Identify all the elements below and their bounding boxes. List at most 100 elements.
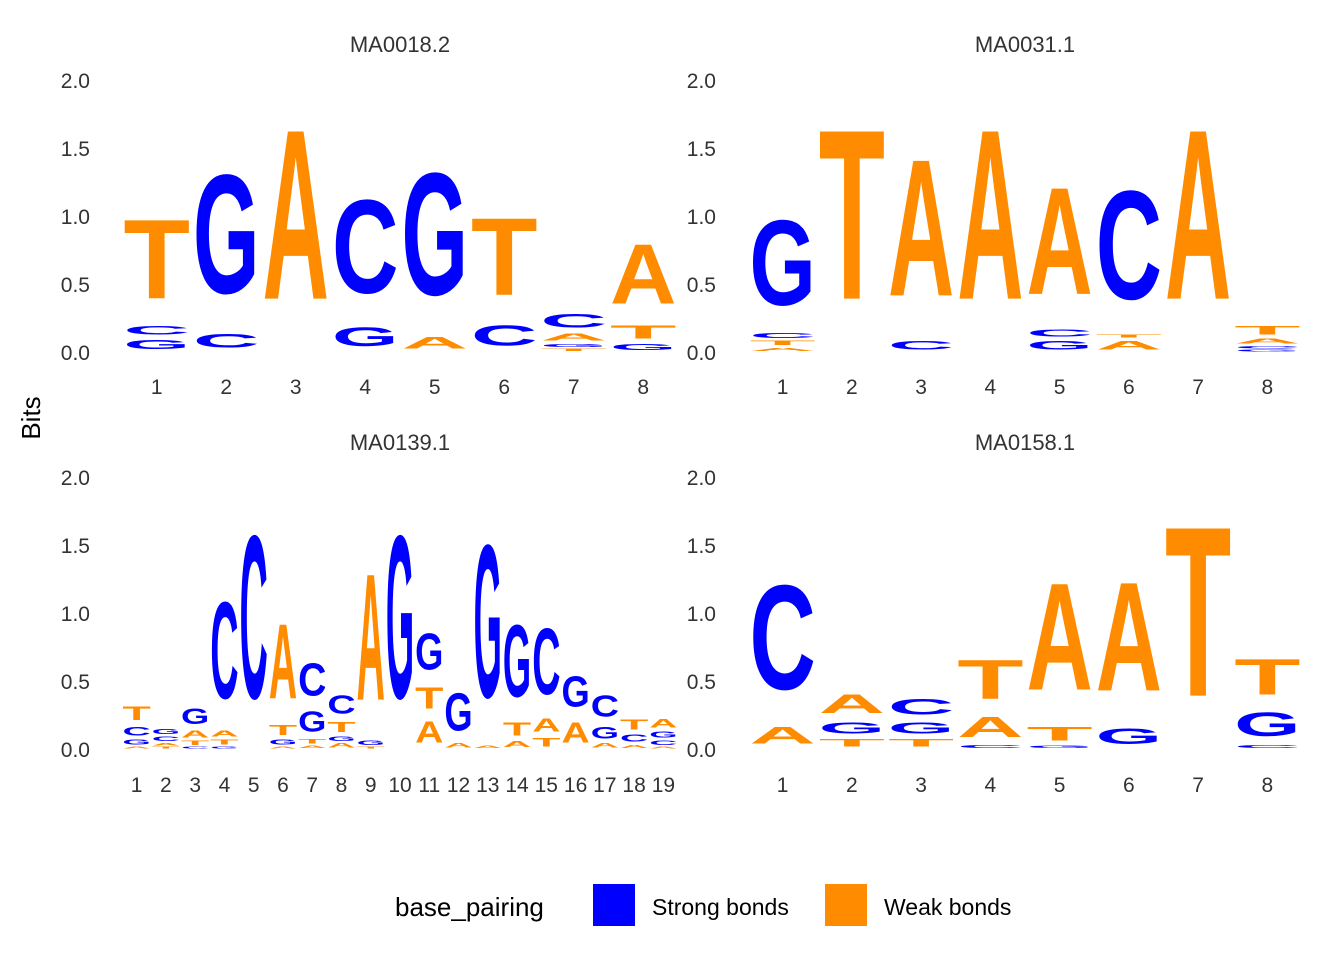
y-tick-label: 1.5 (61, 138, 90, 161)
x-tick-label: 2 (160, 774, 172, 797)
x-tick-label: 5 (248, 774, 260, 797)
logo-letter: A (210, 728, 238, 738)
logo-letter: A (1027, 551, 1093, 722)
logo-letter: C (1234, 744, 1300, 749)
logo-letter: A (181, 729, 209, 740)
logo-letter: G (503, 604, 531, 719)
x-tick-label: 4 (985, 376, 997, 399)
logo-letter: G (1026, 745, 1092, 749)
panel-title: MA0139.1 (350, 430, 450, 455)
logo-letter: T (123, 703, 152, 725)
x-tick-label: 4 (219, 774, 231, 797)
x-tick-label: 1 (151, 376, 163, 399)
y-tick-label: 0.0 (687, 739, 716, 762)
logo-letter: T (1234, 324, 1300, 338)
logo-letter: C (957, 744, 1023, 749)
legend-swatch (825, 884, 867, 926)
logo-letter: T (1096, 333, 1162, 338)
logo-panels: MA0018.20.00.51.01.52.01GCT2CG3A4GC5AG6C… (61, 32, 1301, 797)
x-tick-label: 8 (1262, 774, 1274, 797)
logo-letter: T (181, 739, 209, 746)
x-tick-label: 2 (846, 774, 858, 797)
y-tick-label: 0.5 (687, 671, 716, 694)
logo-letter: G (386, 488, 414, 748)
logo-letter: C (591, 690, 619, 724)
logo-letter: G (1096, 725, 1162, 749)
logo-letter: T (1027, 723, 1093, 745)
logo-letter: A (1096, 550, 1162, 724)
logo-letter: G (541, 342, 607, 347)
logo-letter: G (750, 196, 816, 331)
x-tick-label: 13 (476, 774, 499, 797)
legend-label: Weak bonds (884, 894, 1011, 920)
logo-letter: T (532, 736, 561, 750)
y-tick-label: 1.5 (61, 535, 90, 558)
logo-letter: C (332, 173, 398, 322)
logo-letter: A (532, 715, 560, 735)
logo-letter: C (1234, 345, 1300, 349)
logo-letter: T (888, 737, 954, 749)
logo-letter: A (649, 746, 677, 749)
logo-letter: G (591, 723, 619, 742)
logo-letter: T (269, 722, 297, 738)
logo-letter: G (193, 139, 259, 330)
x-tick-label: 3 (915, 774, 927, 797)
y-tick-label: 1.0 (687, 206, 716, 229)
x-tick-label: 3 (189, 774, 201, 797)
x-tick-label: 9 (365, 774, 377, 797)
y-tick-label: 1.0 (687, 603, 716, 626)
logo-letter: G (298, 705, 326, 738)
x-tick-label: 8 (336, 774, 348, 797)
logo-letter: A (444, 742, 472, 749)
logo-letter: T (471, 196, 537, 319)
logo-letter: C (152, 735, 180, 742)
x-tick-label: 3 (915, 376, 927, 399)
x-tick-label: 18 (622, 774, 645, 797)
y-tick-label: 0.0 (61, 342, 90, 365)
x-tick-label: 4 (985, 774, 997, 797)
x-tick-label: 5 (429, 376, 441, 399)
logo-letter: C (181, 746, 209, 749)
logo-letter: G (123, 738, 151, 746)
logo-letter: C (1026, 327, 1092, 338)
logo-letter: G (1234, 705, 1300, 743)
x-tick-label: 17 (593, 774, 616, 797)
logo-letter: T (327, 719, 355, 735)
logo-letter: C (298, 654, 326, 706)
x-tick-label: 7 (1192, 774, 1204, 797)
logo-panel: MA0158.10.00.51.01.52.01AC2TGA3TGC4CAT5G… (687, 430, 1301, 797)
logo-letter: G (181, 705, 209, 729)
x-tick-label: 5 (1054, 774, 1066, 797)
logo-letter: C (240, 489, 268, 748)
logo-letter: A (327, 742, 355, 749)
logo-letter: G (1027, 338, 1093, 352)
logo-letter: A (474, 745, 502, 749)
x-tick-label: 6 (1123, 774, 1135, 797)
x-tick-label: 15 (535, 774, 558, 797)
logo-letter: T (152, 746, 180, 749)
logo-letter: T (1234, 648, 1300, 705)
y-tick-label: 0.5 (687, 274, 716, 297)
y-tick-label: 1.5 (687, 138, 716, 161)
logo-letter: A (152, 742, 180, 746)
y-tick-label: 0.0 (687, 342, 716, 365)
legend: base_pairing Strong bonds Weak bonds (395, 884, 1011, 926)
logo-letter: T (610, 322, 676, 343)
logo-letter: T (620, 717, 648, 733)
logo-letter: G (561, 668, 589, 717)
x-tick-label: 8 (637, 376, 649, 399)
x-tick-label: 2 (846, 376, 858, 399)
logo-letter: T (1165, 476, 1231, 747)
logo-letter: T (957, 649, 1023, 711)
x-tick-label: 6 (498, 376, 510, 399)
logo-letter: C (888, 338, 954, 352)
logo-letter: C (210, 573, 238, 728)
logo-letter: C (123, 725, 151, 738)
logo-letter: G (888, 719, 954, 737)
y-tick-label: 0.5 (61, 274, 90, 297)
x-tick-label: 11 (418, 774, 440, 797)
y-tick-label: 2.0 (687, 467, 716, 490)
logo-letter: A (402, 333, 468, 352)
logo-letter: A (610, 227, 677, 322)
logo-letter: T (819, 737, 885, 749)
